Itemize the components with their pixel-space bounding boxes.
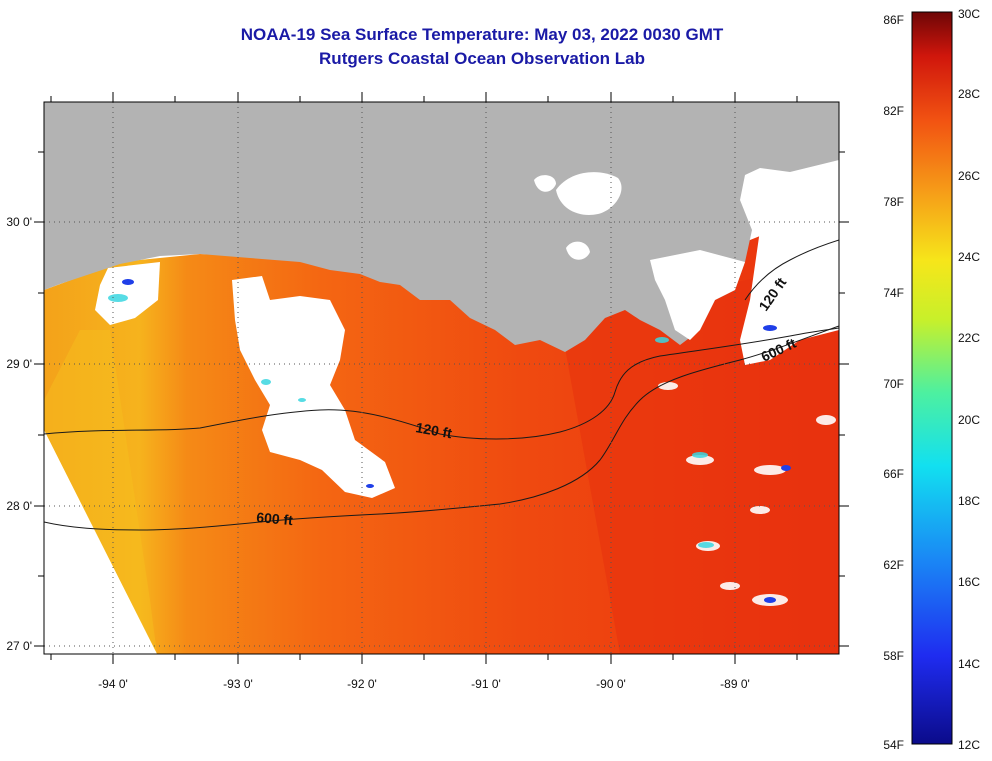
- land-mass: [44, 102, 839, 352]
- map-panel: [44, 102, 839, 654]
- cbar-c-16: 16C: [958, 575, 980, 589]
- graticule: [44, 102, 839, 654]
- cloud-cluster-west: [95, 262, 160, 325]
- map-title: NOAA-19 Sea Surface Temperature: May 03,…: [240, 25, 724, 44]
- colorbar: [911, 11, 953, 745]
- contour-label-600ft: 600 ft: [256, 509, 294, 528]
- cbar-c-14: 14C: [958, 657, 980, 671]
- contour-120ft-east: [744, 239, 839, 301]
- lon-label-90: -90 0': [596, 677, 626, 691]
- cloud-cluster: [232, 276, 395, 498]
- cbar-f-82: 82F: [883, 104, 904, 118]
- lon-label-91: -91 0': [471, 677, 501, 691]
- inland-cloud: [566, 241, 590, 260]
- cbar-c-12: 12C: [958, 738, 980, 752]
- colorbar-celsius-labels: 30C 28C 26C 24C 22C 20C 18C 16C 14C 12C: [958, 7, 980, 752]
- cbar-f-66: 66F: [883, 467, 904, 481]
- lat-label-29: 29 0': [6, 357, 32, 371]
- cbar-f-78: 78F: [883, 195, 904, 209]
- lake-cloud: [556, 172, 622, 215]
- cbar-f-86: 86F: [883, 13, 904, 27]
- lon-label-93: -93 0': [223, 677, 253, 691]
- east-cloud: [740, 200, 839, 365]
- contour-label-120ft: 120 ft: [414, 419, 453, 441]
- cbar-f-54: 54F: [883, 738, 904, 752]
- lon-label-94: -94 0': [98, 677, 128, 691]
- cold-spots: [122, 279, 791, 603]
- colorbar-fahrenheit-labels: 86F 82F 78F 74F 70F 66F 62F 58F 54F: [883, 13, 904, 752]
- cbar-c-18: 18C: [958, 494, 980, 508]
- lon-label-92: -92 0': [347, 677, 377, 691]
- cbar-f-58: 58F: [883, 649, 904, 663]
- cbar-f-70: 70F: [883, 377, 904, 391]
- no-data-region: [44, 430, 157, 654]
- cool-swath-edge: [44, 330, 157, 654]
- lon-label-89: -89 0': [720, 677, 750, 691]
- contour-120ft: [44, 327, 839, 440]
- delta-cloud: [650, 250, 745, 340]
- cool-spots: [108, 294, 714, 548]
- cbar-f-62: 62F: [883, 558, 904, 572]
- map-subtitle: Rutgers Coastal Ocean Observation Lab: [319, 49, 645, 68]
- cbar-c-22: 22C: [958, 331, 980, 345]
- cbar-c-20: 20C: [958, 413, 980, 427]
- cbar-c-30: 30C: [958, 7, 980, 21]
- axis-ticks: [34, 92, 849, 664]
- cbar-f-74: 74F: [883, 286, 904, 300]
- axis-minor-ticks: [38, 96, 845, 660]
- cbar-c-28: 28C: [958, 87, 980, 101]
- cbar-c-24: 24C: [958, 250, 980, 264]
- lat-label-28: 28 0': [6, 499, 32, 513]
- map-frame: [43, 101, 840, 655]
- lat-label-27: 27 0': [6, 639, 32, 653]
- contour-600ft: [44, 325, 839, 531]
- lat-label-30: 30 0': [6, 215, 32, 229]
- lake-cloud-small: [534, 175, 556, 192]
- cbar-c-26: 26C: [958, 169, 980, 183]
